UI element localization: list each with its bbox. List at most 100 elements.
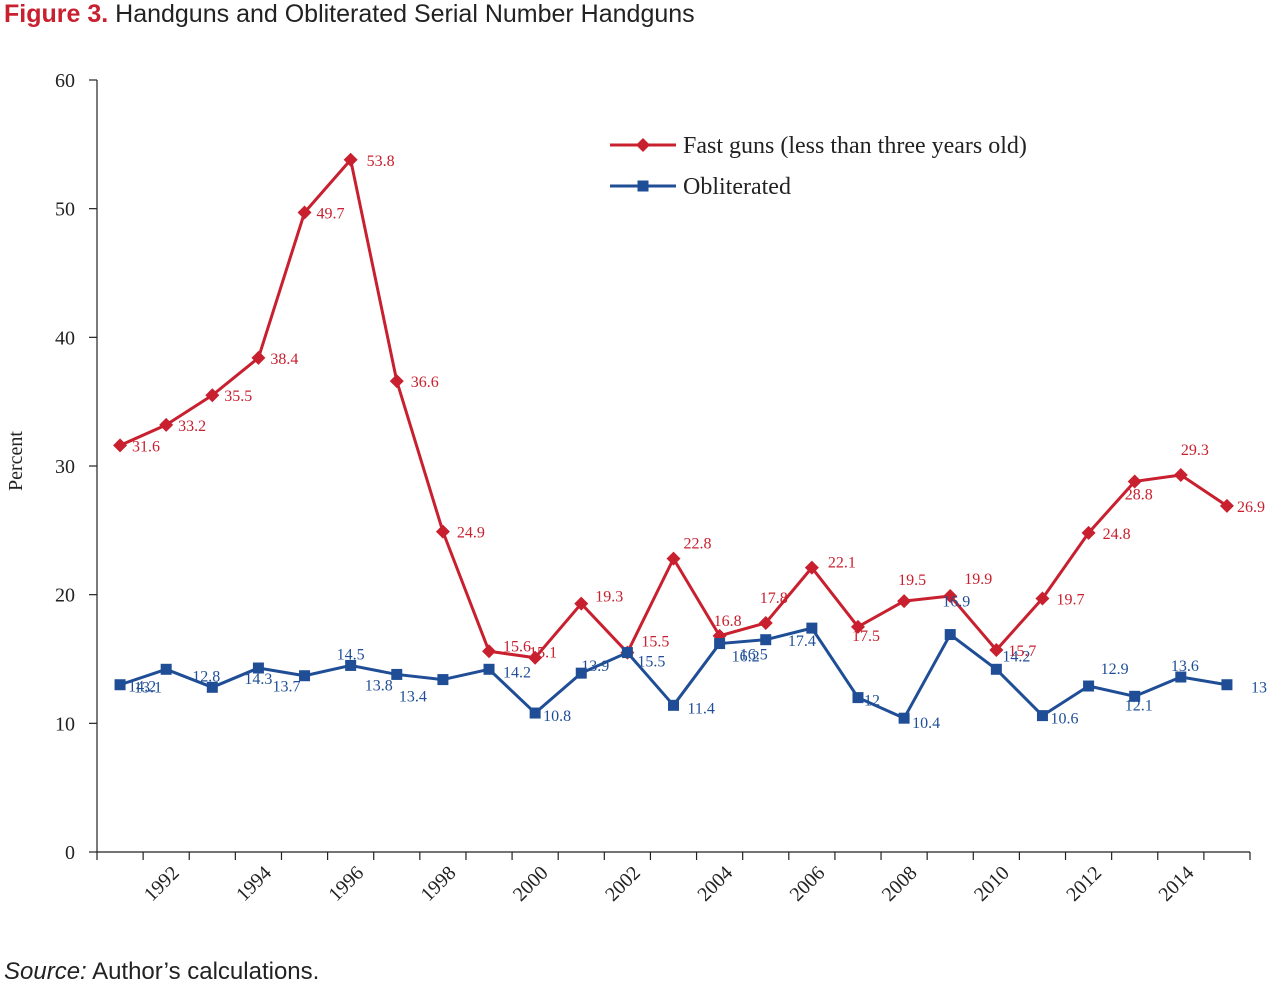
data-label: 53.8 (367, 153, 395, 170)
square-marker (852, 692, 864, 704)
data-label: 19.3 (595, 589, 623, 606)
y-tick-label: 0 (65, 842, 75, 864)
square-marker (206, 681, 218, 693)
figure-label: Figure 3. (4, 0, 109, 28)
square-marker (668, 699, 679, 711)
x-tick-label: 1998 (417, 862, 461, 906)
series-lines (113, 152, 1234, 724)
data-label: 24.9 (457, 525, 485, 542)
diamond-marker (297, 205, 312, 220)
data-label: 12.1 (1125, 697, 1153, 714)
diamond-marker (989, 642, 1004, 657)
square-marker (437, 674, 449, 686)
data-label: 12.8 (192, 668, 220, 685)
data-label: 24.8 (1103, 526, 1131, 543)
data-label: 14.2 (1002, 648, 1030, 665)
data-label: 31.6 (132, 438, 160, 455)
square-marker (714, 638, 726, 650)
y-axis-title: Percent (5, 431, 27, 491)
square-marker (1083, 680, 1095, 692)
square-marker (160, 663, 172, 675)
data-label: 49.7 (317, 206, 345, 223)
source-label: Source: (4, 958, 87, 985)
data-label: 10.8 (543, 708, 571, 725)
square-marker (1129, 690, 1141, 702)
square-marker (299, 670, 311, 682)
diamond-marker (343, 152, 358, 167)
data-label: 13.8 (365, 677, 393, 694)
data-label: 10.6 (1050, 711, 1078, 728)
data-label: 19.5 (898, 572, 926, 589)
legend-diamond-marker (636, 138, 650, 152)
diamond-marker (528, 650, 543, 665)
data-label: 16.8 (714, 613, 742, 630)
x-tick-label: 2012 (1062, 862, 1106, 906)
legend-label: Fast guns (less than three years old) (683, 133, 1027, 159)
diamond-marker (435, 524, 450, 539)
diamond-marker (943, 588, 958, 603)
data-label: 13 (1251, 680, 1267, 697)
x-tick-label: 2002 (601, 862, 645, 906)
x-tick-label: 2006 (786, 862, 830, 906)
data-label: 17.4 (788, 633, 816, 650)
y-tick-label: 40 (55, 327, 75, 349)
square-marker (529, 707, 541, 719)
data-label: 16.5 (740, 647, 768, 664)
data-label: 29.3 (1181, 442, 1209, 459)
diamond-marker (804, 560, 819, 575)
data-label: 13.7 (273, 679, 301, 696)
square-marker (391, 668, 403, 680)
x-tick-label: 2008 (878, 862, 922, 906)
data-label: 10.4 (912, 715, 940, 732)
square-marker (621, 647, 633, 659)
diamond-marker (897, 594, 912, 609)
x-tick-label: 1992 (140, 862, 184, 906)
diamond-marker (159, 417, 174, 432)
line-chart: 0 10 20 30 40 50 60 1992 1994 1996 1998 2000 2002 200… (5, 70, 1267, 906)
x-tick-label: 2004 (693, 862, 737, 906)
data-label: 19.9 (964, 571, 992, 588)
figure-title: Figure 3. Handguns and Obliterated Seria… (4, 0, 695, 29)
figure-title-text: Handguns and Obliterated Serial Number H… (115, 0, 695, 28)
square-marker (898, 712, 910, 724)
legend: Fast guns (less than three years old) Obl… (610, 133, 1027, 200)
diamond-marker (389, 374, 404, 389)
diamond-marker (1219, 498, 1234, 513)
x-tick-label: 1994 (232, 862, 276, 906)
square-marker (114, 679, 126, 691)
data-label: 22.8 (684, 536, 712, 553)
data-label: 38.4 (270, 351, 298, 368)
square-marker (760, 634, 772, 646)
data-label: 28.8 (1125, 486, 1153, 503)
diamond-marker (1035, 591, 1050, 606)
diamond-marker (1173, 468, 1188, 483)
legend-label: Obliterated (683, 174, 791, 200)
legend-square-marker (637, 180, 649, 192)
square-marker (252, 662, 264, 674)
square-marker (483, 663, 495, 675)
data-label: 15.6 (503, 638, 531, 655)
diamond-marker (758, 615, 773, 630)
diamond-marker (251, 350, 266, 365)
data-label: 15.5 (641, 634, 669, 651)
diamond-marker (574, 596, 589, 611)
x-tick-label: 2014 (1155, 862, 1199, 906)
square-marker (1175, 671, 1187, 683)
data-label: 35.5 (224, 388, 252, 405)
diamond-marker (666, 551, 681, 566)
data-label: 13.6 (1171, 658, 1199, 675)
x-tick-label: 1996 (324, 862, 368, 906)
y-tick-label: 10 (55, 713, 75, 735)
y-tick-label: 20 (55, 585, 75, 607)
diamond-marker (113, 438, 128, 453)
data-label: 33.2 (178, 418, 206, 435)
data-label: 15.7 (1008, 643, 1036, 660)
diamond-marker (1127, 474, 1142, 489)
y-tick-label: 60 (55, 70, 75, 92)
source-text: Author’s calculations. (92, 958, 320, 985)
data-label: 11.4 (688, 700, 715, 717)
data-label: 22.1 (828, 555, 856, 572)
data-label: 15.5 (637, 654, 665, 671)
data-label: 12.9 (1101, 661, 1129, 678)
square-marker (1221, 679, 1233, 691)
